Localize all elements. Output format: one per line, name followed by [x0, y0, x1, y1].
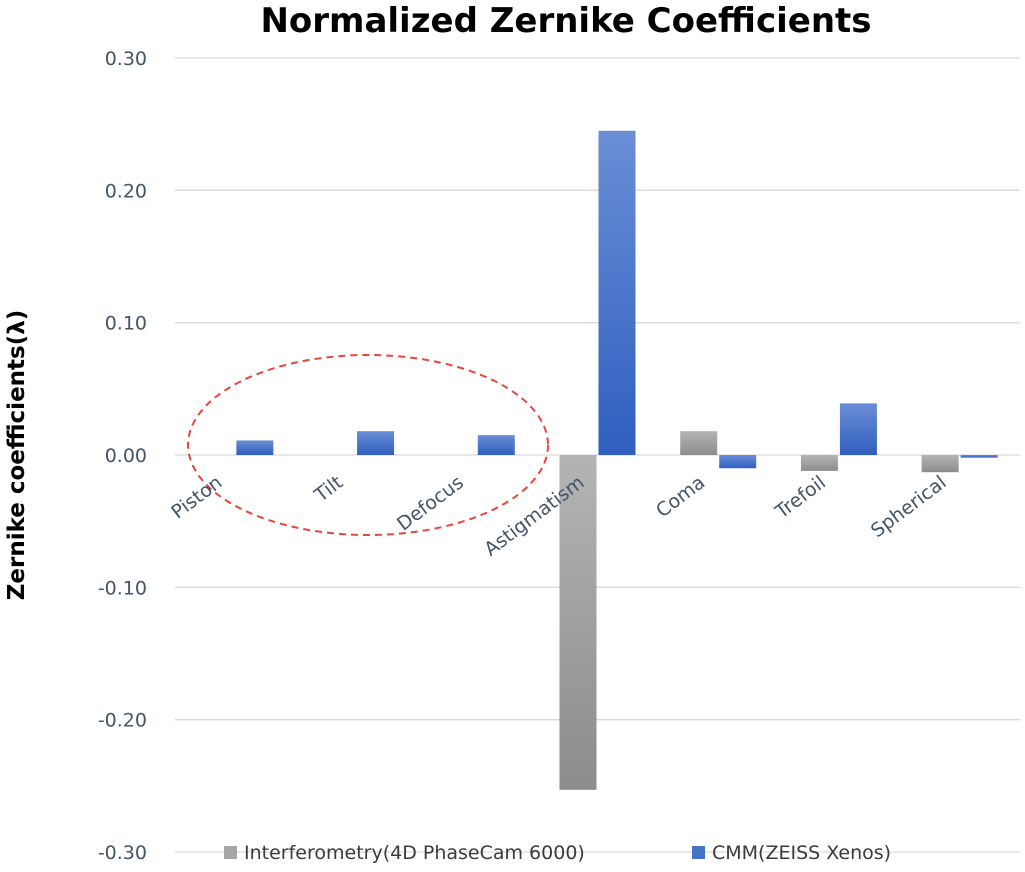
y-tick-label: 0.20 [105, 180, 147, 202]
annotation-ellipse [187, 354, 549, 536]
legend-label: Interferometry(4D PhaseCam 6000) [244, 842, 585, 864]
x-tick-label: Coma [652, 471, 709, 522]
bar-interferometry-spherical [921, 455, 959, 473]
bar-interferometry-astigmatism [559, 455, 597, 790]
x-tick-label: Piston [167, 471, 226, 523]
y-axis-label: Zernike coefficients(λ) [4, 310, 30, 601]
bar-cmm-piston [236, 440, 274, 455]
y-tick-label: -0.10 [98, 577, 147, 599]
bar-cmm-tilt [357, 431, 395, 455]
bar-cmm-spherical [960, 455, 998, 458]
y-tick-label: 0.00 [105, 445, 147, 467]
bar-cmm-coma [719, 455, 757, 469]
x-tick-label: Tilt [310, 471, 347, 507]
y-tick-label: 0.30 [105, 48, 147, 70]
y-tick-label: -0.30 [98, 842, 147, 864]
legend-label: CMM(ZEISS Xenos) [712, 842, 891, 864]
legend: Interferometry(4D PhaseCam 6000) CMM(ZEIS… [224, 842, 891, 864]
x-tick-label: Spherical [867, 471, 951, 542]
gridlines [175, 57, 1020, 853]
x-tick-label: Defocus [393, 471, 468, 535]
bar-cmm-astigmatism [598, 130, 636, 456]
chart-title: Normalized Zernike Coefficients [260, 1, 871, 41]
labels: Normalized Zernike Coefficients Zernike … [4, 1, 951, 864]
legend-swatch [224, 846, 237, 859]
legend-swatch [692, 846, 705, 859]
bar-cmm-defocus [477, 435, 515, 455]
bar-interferometry-coma [680, 431, 718, 455]
bars [187, 130, 998, 790]
y-tick-label: -0.20 [98, 710, 147, 732]
bar-interferometry-trefoil [800, 455, 838, 471]
y-tick-label: 0.10 [105, 313, 147, 335]
x-tick-label: Trefoil [771, 471, 830, 523]
bar-cmm-trefoil [839, 403, 877, 455]
